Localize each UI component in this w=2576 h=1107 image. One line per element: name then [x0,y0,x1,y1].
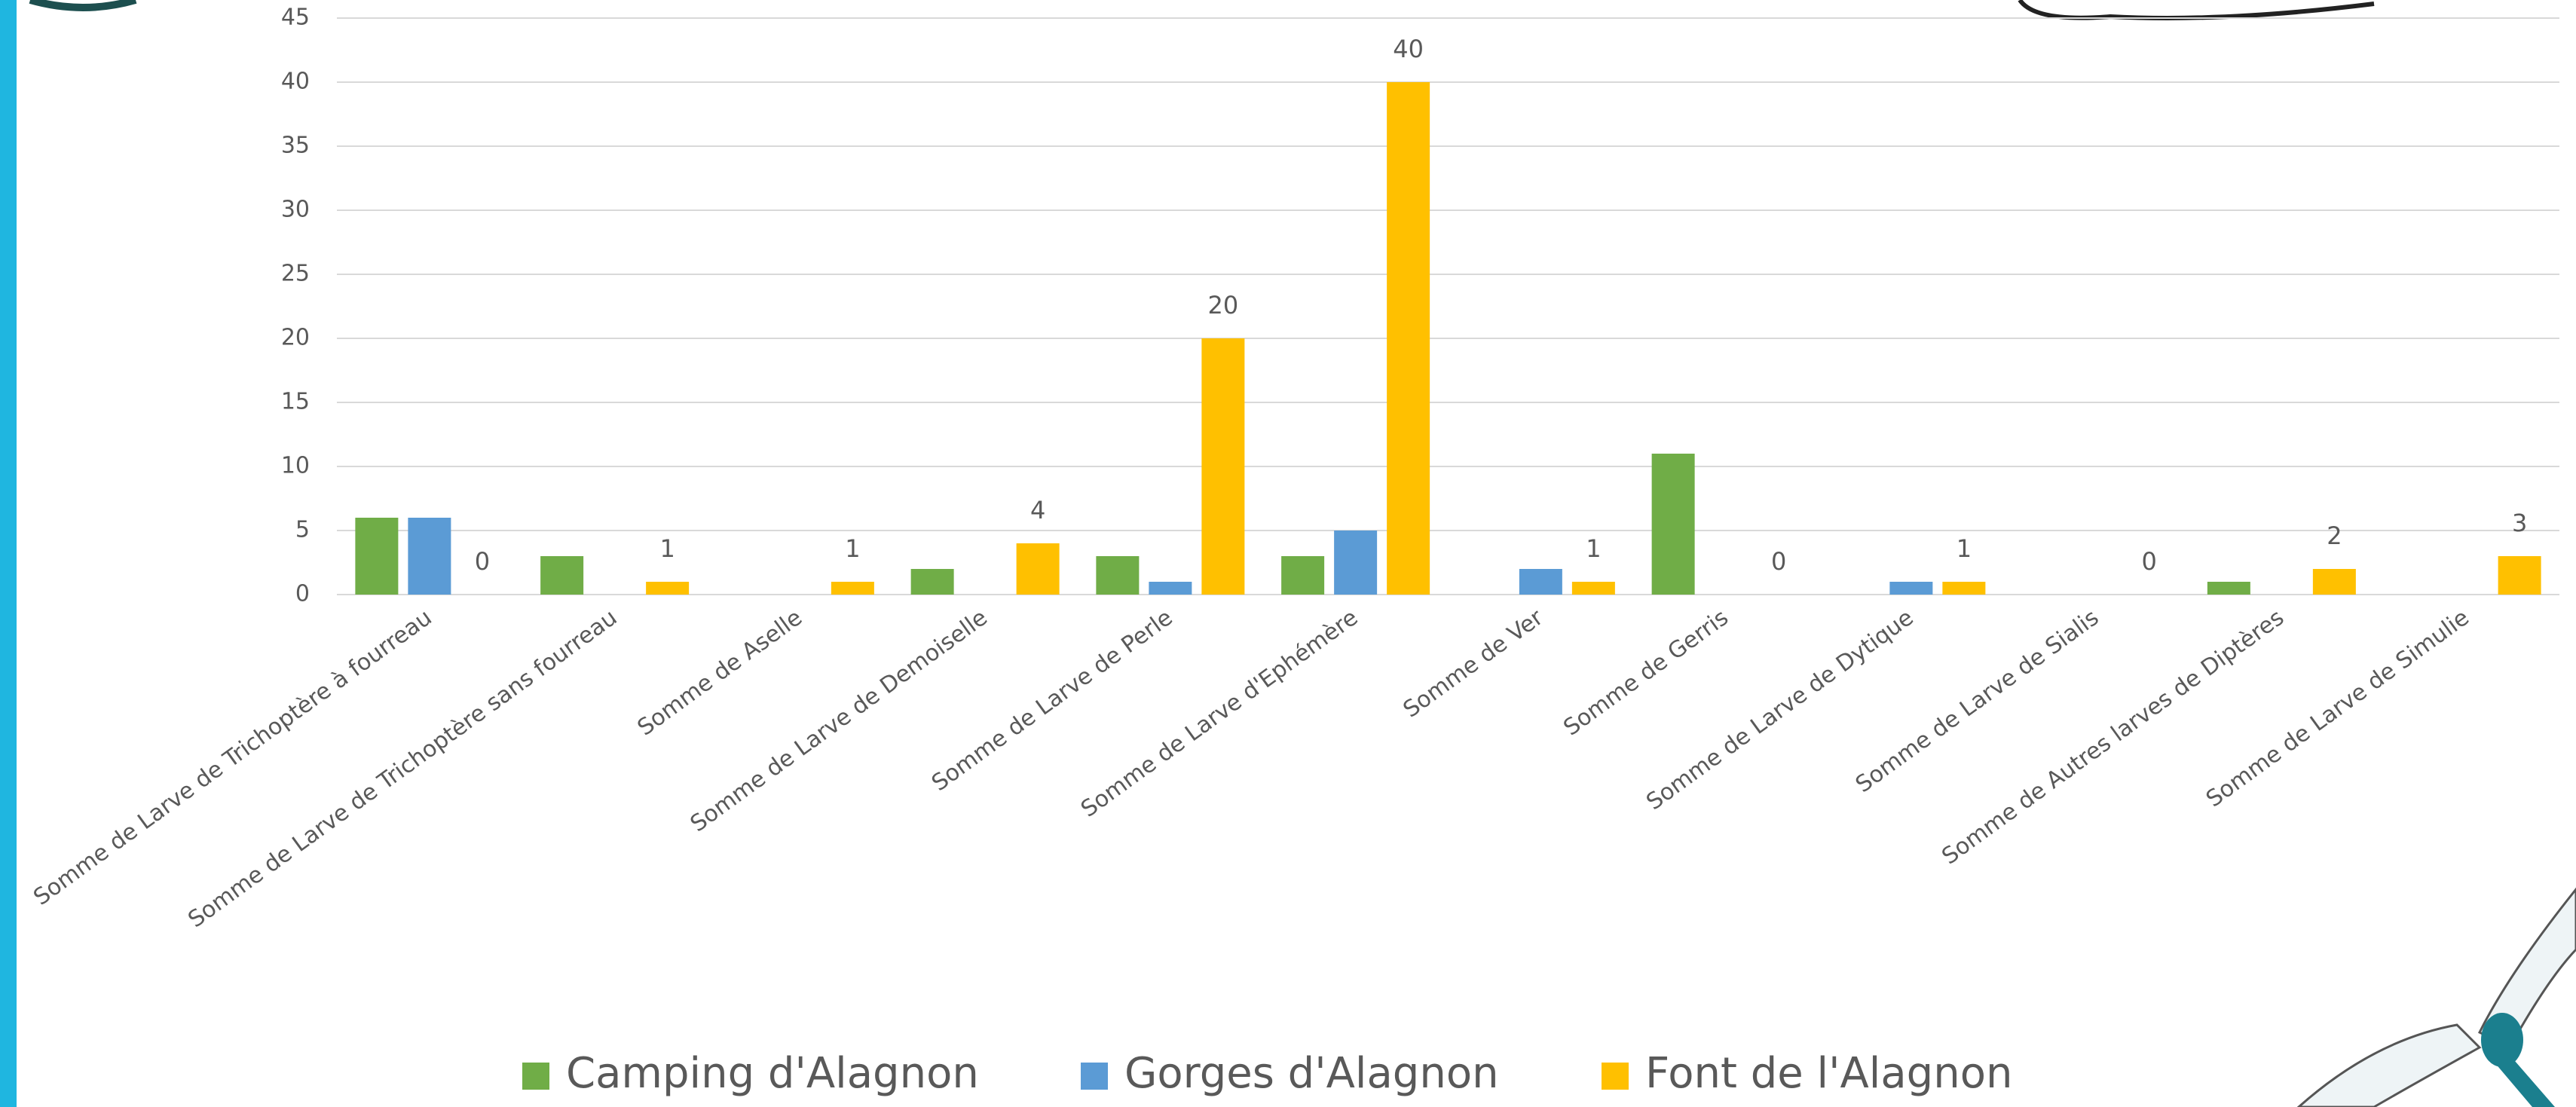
bar [355,518,398,595]
bar [1942,582,1985,595]
bar [1096,556,1139,595]
data-label: 2 [2327,521,2342,550]
y-tick-label: 0 [295,581,310,607]
legend-swatch [522,1063,549,1090]
bar [1652,454,1695,595]
x-tick-label: Somme de Autres larves de Diptères [1937,604,2289,870]
y-tick-label: 35 [281,133,310,159]
x-tick-label: Somme de Larve de Trichoptère à fourreau [29,604,436,911]
data-label: 1 [845,534,860,563]
legend-label: Gorges d'Alagnon [1124,1049,1499,1098]
y-tick-label: 25 [281,261,310,287]
bar [1519,569,1562,595]
bar [2498,556,2541,595]
chart: 051015202530354045Somme de Larve de Tric… [0,0,2576,1107]
legend-swatch [1602,1063,1629,1090]
y-tick-label: 40 [281,69,310,95]
bar [1201,338,1244,595]
y-tick-label: 10 [281,453,310,479]
bar [1334,531,1377,595]
y-tick-label: 20 [281,325,310,351]
x-tick-label: Somme de Larve de Demoiselle [686,604,993,837]
bar [540,556,583,595]
data-label: 4 [1030,496,1045,524]
y-tick-label: 5 [295,517,310,543]
bar [408,518,451,595]
dragonfly [2299,889,2576,1107]
y-tick-label: 45 [281,5,310,31]
data-label: 0 [475,547,490,576]
bar [1017,543,1060,595]
bar [1889,582,1932,595]
bar [2313,569,2356,595]
legend-swatch [1081,1063,1108,1090]
bar [831,582,874,595]
bar [1387,82,1430,595]
bar [1149,582,1192,595]
x-tick-label: Somme de Larve de Trichoptère sans fourr… [183,604,622,933]
decoration [2020,0,2374,18]
data-label: 0 [2141,547,2156,576]
bar [1572,582,1615,595]
data-label: 40 [1393,35,1424,63]
data-label: 1 [659,534,675,563]
data-label: 1 [1956,534,1972,563]
x-tick-label: Somme de Ver [1399,604,1549,723]
x-tick-label: Somme de Aselle [633,604,807,742]
y-tick-label: 15 [281,389,310,415]
legend-label: Font de l'Alagnon [1645,1049,2012,1098]
side-stripe [0,0,17,1107]
data-label: 20 [1208,291,1239,320]
legend-label: Camping d'Alagnon [566,1049,979,1098]
logo-fragment [30,0,136,8]
data-label: 3 [2512,509,2527,537]
y-tick-label: 30 [281,197,310,223]
data-label: 0 [1771,547,1786,576]
data-label: 1 [1586,534,1601,563]
x-tick-label: Somme de Gerris [1559,604,1733,742]
bar [1281,556,1324,595]
bar [911,569,954,595]
bar [646,582,689,595]
bar [2207,582,2250,595]
